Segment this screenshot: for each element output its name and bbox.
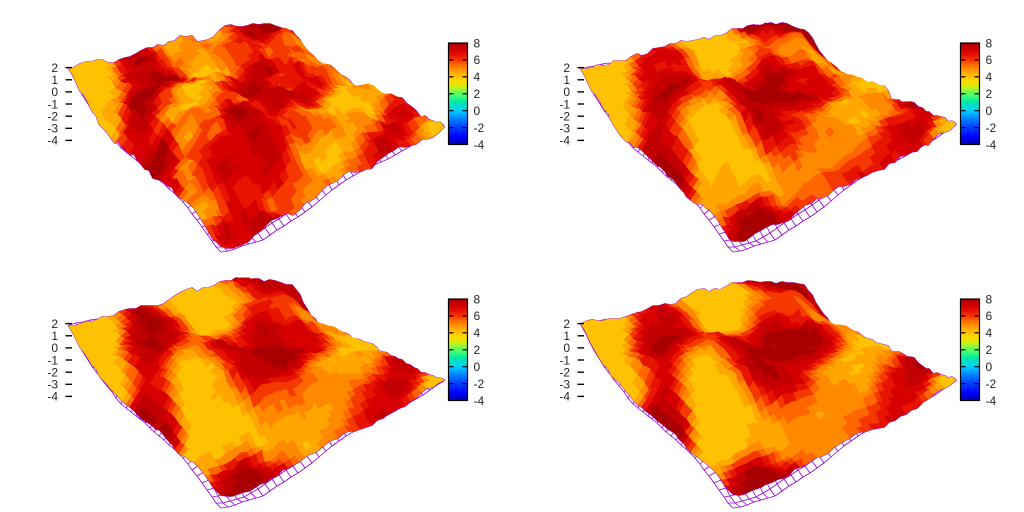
svg-text:4: 4	[474, 70, 481, 84]
svg-text:8: 8	[474, 292, 481, 306]
svg-text:-2: -2	[47, 110, 58, 124]
svg-text:6: 6	[474, 53, 481, 67]
svg-text:4: 4	[986, 326, 993, 340]
svg-text:1: 1	[51, 73, 58, 87]
svg-text:-2: -2	[559, 110, 570, 124]
svg-text:0: 0	[474, 104, 481, 118]
svg-text:-4: -4	[559, 390, 570, 404]
svg-text:2: 2	[563, 61, 570, 75]
svg-text:-4: -4	[47, 134, 58, 148]
svg-text:-3: -3	[47, 378, 58, 392]
svg-text:0: 0	[51, 85, 58, 99]
svg-text:-1: -1	[47, 353, 58, 367]
svg-text:6: 6	[474, 309, 481, 323]
svg-text:0: 0	[474, 360, 481, 374]
svg-text:0: 0	[51, 341, 58, 355]
svg-text:-1: -1	[559, 353, 570, 367]
svg-text:0: 0	[563, 85, 570, 99]
svg-text:-4: -4	[559, 134, 570, 148]
svg-text:2: 2	[51, 61, 58, 75]
svg-text:-4: -4	[47, 390, 58, 404]
svg-text:4: 4	[986, 70, 993, 84]
svg-text:0: 0	[986, 104, 993, 118]
svg-text:2: 2	[563, 317, 570, 331]
svg-text:2: 2	[474, 87, 481, 101]
svg-text:-2: -2	[559, 366, 570, 380]
svg-text:-3: -3	[559, 378, 570, 392]
svg-text:-4: -4	[986, 138, 997, 152]
svg-text:2: 2	[986, 343, 993, 357]
svg-text:1: 1	[51, 329, 58, 343]
svg-text:-3: -3	[47, 122, 58, 136]
svg-text:-4: -4	[474, 138, 485, 152]
svg-text:-2: -2	[474, 377, 485, 391]
svg-text:2: 2	[474, 343, 481, 357]
svg-text:-4: -4	[474, 394, 485, 408]
svg-text:-2: -2	[474, 121, 485, 135]
svg-text:-1: -1	[559, 97, 570, 111]
svg-text:-2: -2	[47, 366, 58, 380]
svg-text:-2: -2	[986, 377, 997, 391]
svg-text:8: 8	[986, 36, 993, 50]
svg-text:-3: -3	[559, 122, 570, 136]
svg-text:2: 2	[51, 317, 58, 331]
svg-text:1: 1	[563, 73, 570, 87]
svg-text:8: 8	[986, 292, 993, 306]
svg-text:6: 6	[986, 309, 993, 323]
svg-text:8: 8	[474, 36, 481, 50]
svg-text:0: 0	[563, 341, 570, 355]
svg-text:6: 6	[986, 53, 993, 67]
svg-text:1: 1	[563, 329, 570, 343]
svg-text:2: 2	[986, 87, 993, 101]
svg-text:-2: -2	[986, 121, 997, 135]
svg-text:-1: -1	[47, 97, 58, 111]
svg-text:4: 4	[474, 326, 481, 340]
svg-text:-4: -4	[986, 394, 997, 408]
svg-text:0: 0	[986, 360, 993, 374]
